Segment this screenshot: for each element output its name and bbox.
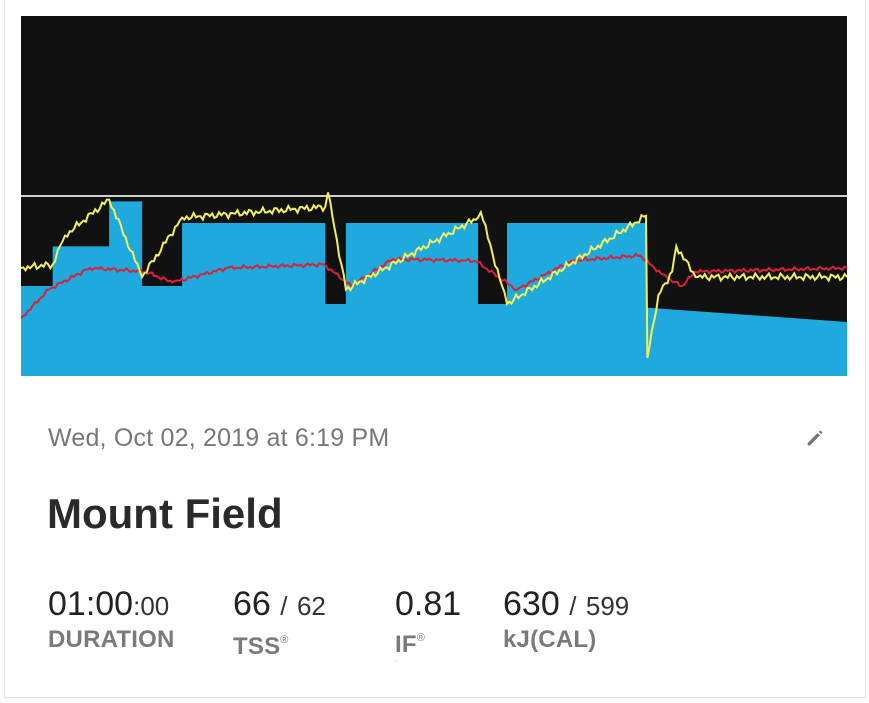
duration-main: 01:00 [48,585,134,623]
workout-chart-svg [21,192,847,376]
duration-label: DURATION [48,626,175,653]
duration-value: 01:00:00 [48,584,174,626]
tss-registered-mark: ® [280,634,289,646]
tss-label: TSS® [233,626,326,661]
workout-chart [21,16,847,376]
kj-actual: 630 [503,585,560,623]
workout-date: Wed, Oct 02, 2019 at 6:19 PM [48,424,390,452]
tss-value: 66 / 62 [233,584,326,626]
if-label: IF®. [395,624,461,663]
pencil-icon[interactable] [804,427,826,449]
tss-separator: / [280,591,288,621]
tss-planned: 62 [296,591,326,621]
metric-duration: 01:00:00 DURATION [48,584,174,654]
workout-title: Mount Field [47,490,283,537]
if-sub-label: . [395,657,398,663]
kj-value: 630 / 599 [503,584,629,626]
kj-planned: 599 [585,591,630,621]
kj-label: kJ(CAL) [503,626,597,653]
heart-rate-line [21,252,847,320]
power-line [21,192,847,359]
metric-kj: 630 / 599 kJ(CAL) [503,584,629,654]
metric-if: 0.81 IF®. [395,584,461,663]
metric-tss: 66 / 62 TSS® [233,584,326,661]
tss-label-text: TSS [233,633,281,660]
duration-seconds: :00 [133,591,170,621]
kj-separator: / [569,591,577,621]
if-value: 0.81 [395,585,462,623]
target-power-area [21,201,847,376]
if-label-text: IF [395,631,417,658]
tss-actual: 66 [233,585,271,623]
if-registered-mark: ® [416,632,426,644]
